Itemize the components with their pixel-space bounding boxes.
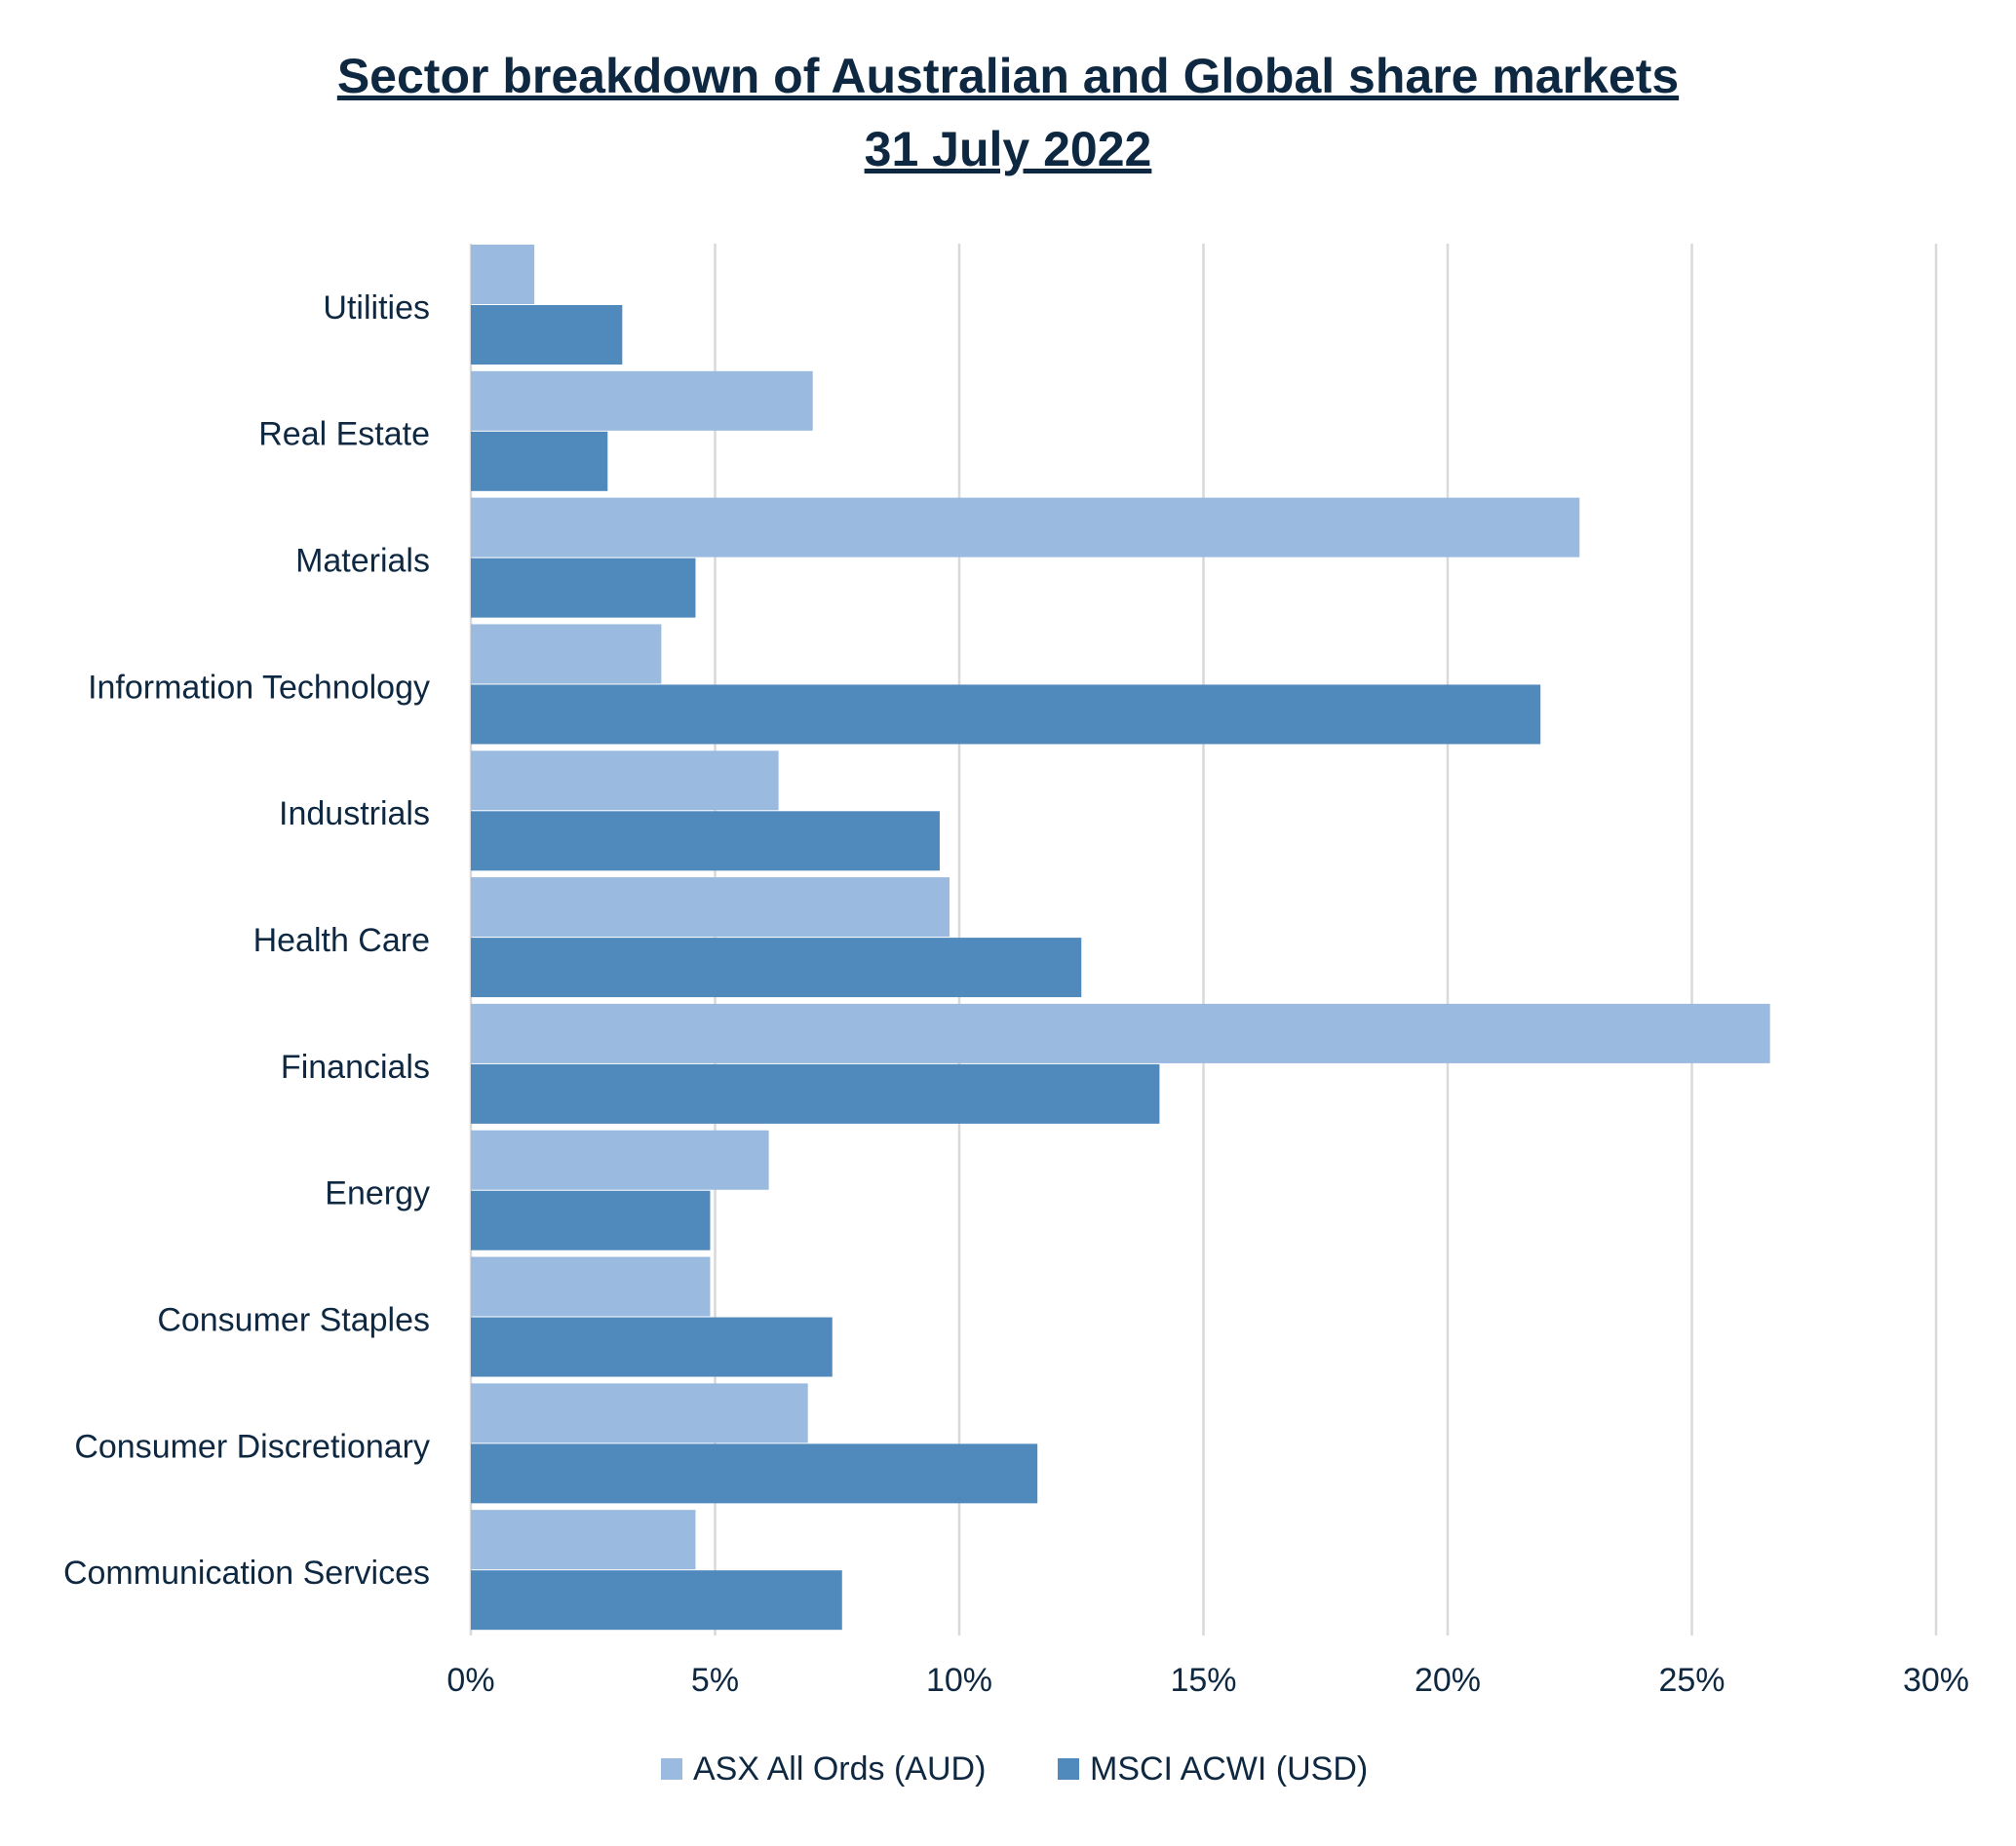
category-label: Real Estate <box>258 416 430 453</box>
x-tick-label: 0% <box>446 1662 494 1699</box>
category-label: Consumer Discretionary <box>74 1428 430 1465</box>
bar <box>471 305 623 365</box>
bar <box>471 1256 711 1317</box>
bar <box>471 1190 711 1250</box>
bar <box>471 1317 833 1377</box>
chart-title: Sector breakdown of Australian and Globa… <box>337 49 1679 103</box>
x-tick-label: 10% <box>926 1662 992 1699</box>
category-label: Health Care <box>253 922 430 959</box>
x-tick-label: 20% <box>1415 1662 1481 1699</box>
bar <box>471 1383 808 1443</box>
category-label: Utilities <box>323 289 430 327</box>
x-tick-label: 30% <box>1903 1662 1969 1699</box>
bar <box>471 811 940 871</box>
bar <box>471 1063 1160 1124</box>
bar <box>471 624 662 684</box>
category-label: Industrials <box>279 795 430 832</box>
bar <box>471 684 1541 745</box>
bar <box>471 938 1082 998</box>
x-tick-label: 15% <box>1170 1662 1236 1699</box>
category-label: Information Technology <box>88 669 430 706</box>
legend-swatch <box>1058 1758 1079 1780</box>
bar <box>471 431 608 491</box>
category-label: Communication Services <box>63 1555 430 1592</box>
x-tick-labels: 0% 5% 10% 15% 20% 25% 30% <box>446 1662 1969 1699</box>
category-label: Energy <box>325 1175 430 1212</box>
bar <box>471 750 779 811</box>
category-label: Financials <box>281 1049 430 1086</box>
bar <box>471 370 813 431</box>
bar <box>471 245 535 304</box>
chart-subtitle: 31 July 2022 <box>865 122 1152 176</box>
bar <box>471 1003 1770 1063</box>
legend: ASX All Ords (AUD) MSCI ACWI (USD) <box>661 1750 1368 1788</box>
legend-label: MSCI ACWI (USD) <box>1090 1750 1368 1788</box>
category-labels: Utilities Real Estate Materials Information… <box>63 289 430 1592</box>
legend-swatch <box>661 1758 682 1780</box>
bar <box>471 497 1580 558</box>
bar <box>471 558 696 618</box>
x-tick-label: 5% <box>691 1662 739 1699</box>
bar <box>471 1510 696 1570</box>
bar <box>471 1443 1038 1504</box>
bar <box>471 1570 842 1631</box>
bar <box>471 1130 769 1190</box>
bar <box>471 877 950 938</box>
legend-label: ASX All Ords (AUD) <box>693 1750 986 1788</box>
x-tick-label: 25% <box>1658 1662 1725 1699</box>
category-label: Materials <box>295 543 430 580</box>
bars <box>471 245 1770 1631</box>
category-label: Consumer Staples <box>157 1301 430 1338</box>
